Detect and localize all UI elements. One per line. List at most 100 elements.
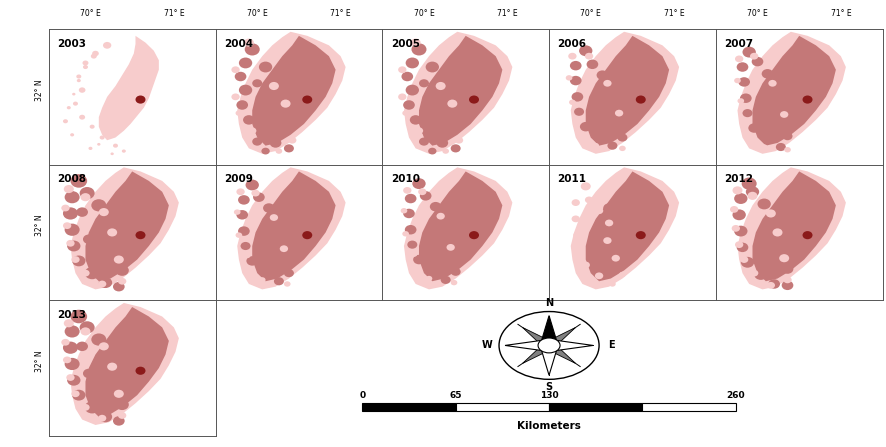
Text: 71° E: 71° E — [496, 9, 517, 18]
Circle shape — [91, 333, 106, 346]
Circle shape — [79, 115, 85, 120]
Circle shape — [732, 186, 742, 194]
Circle shape — [236, 232, 242, 238]
Circle shape — [63, 342, 78, 354]
Circle shape — [602, 237, 611, 244]
Polygon shape — [585, 171, 668, 281]
Circle shape — [279, 85, 291, 95]
Circle shape — [573, 108, 583, 116]
Circle shape — [136, 96, 145, 104]
Circle shape — [602, 80, 611, 87]
Circle shape — [417, 188, 426, 195]
Circle shape — [72, 390, 85, 401]
Circle shape — [568, 53, 576, 59]
Circle shape — [97, 415, 106, 422]
Circle shape — [618, 146, 625, 151]
Circle shape — [82, 270, 89, 277]
Text: 2011: 2011 — [556, 174, 586, 184]
Circle shape — [231, 66, 239, 73]
Circle shape — [236, 188, 245, 195]
Circle shape — [767, 80, 776, 87]
Circle shape — [604, 219, 612, 226]
Circle shape — [571, 92, 583, 101]
Circle shape — [84, 401, 99, 413]
Circle shape — [65, 191, 80, 203]
Circle shape — [771, 81, 782, 91]
Circle shape — [235, 72, 246, 81]
Circle shape — [607, 142, 617, 150]
Circle shape — [593, 133, 604, 142]
Polygon shape — [540, 346, 557, 375]
Circle shape — [63, 207, 78, 219]
Circle shape — [761, 69, 773, 79]
Circle shape — [65, 224, 80, 236]
Polygon shape — [504, 339, 548, 351]
Circle shape — [402, 187, 411, 194]
Circle shape — [740, 257, 753, 268]
Circle shape — [63, 222, 71, 229]
Circle shape — [76, 207, 88, 217]
Circle shape — [240, 242, 250, 250]
Text: 70° E: 70° E — [579, 9, 601, 18]
Circle shape — [426, 266, 438, 275]
Text: 65: 65 — [449, 391, 462, 400]
Polygon shape — [585, 36, 668, 146]
Circle shape — [82, 60, 89, 65]
Circle shape — [739, 256, 748, 263]
Text: 2012: 2012 — [723, 174, 752, 184]
Polygon shape — [570, 32, 679, 154]
Circle shape — [284, 281, 291, 287]
Circle shape — [80, 187, 95, 199]
Circle shape — [750, 270, 758, 277]
Circle shape — [772, 228, 781, 236]
Circle shape — [72, 93, 75, 96]
Circle shape — [259, 62, 272, 72]
Circle shape — [76, 342, 88, 351]
Circle shape — [428, 148, 436, 155]
Circle shape — [757, 198, 770, 209]
Circle shape — [432, 119, 445, 129]
Circle shape — [404, 225, 416, 235]
Circle shape — [72, 256, 85, 266]
Circle shape — [244, 253, 250, 258]
Circle shape — [107, 228, 117, 236]
Circle shape — [273, 217, 284, 226]
Circle shape — [734, 226, 747, 236]
Circle shape — [97, 281, 106, 287]
Polygon shape — [418, 171, 501, 281]
Circle shape — [538, 338, 559, 353]
Circle shape — [66, 374, 74, 381]
Circle shape — [732, 209, 745, 220]
Circle shape — [761, 134, 773, 143]
Circle shape — [765, 209, 775, 218]
Circle shape — [469, 231, 478, 239]
Circle shape — [98, 208, 109, 216]
Circle shape — [63, 357, 71, 363]
Circle shape — [435, 82, 445, 90]
Circle shape — [266, 119, 278, 129]
Circle shape — [89, 125, 95, 129]
Circle shape — [269, 138, 281, 148]
Circle shape — [584, 197, 593, 203]
Circle shape — [98, 342, 109, 350]
Text: 2009: 2009 — [223, 174, 253, 184]
Circle shape — [778, 254, 789, 262]
Circle shape — [252, 79, 262, 87]
Circle shape — [425, 276, 431, 281]
Circle shape — [115, 399, 128, 410]
Polygon shape — [751, 36, 835, 146]
Circle shape — [71, 256, 80, 263]
Polygon shape — [98, 36, 159, 140]
Circle shape — [264, 100, 274, 108]
Circle shape — [405, 84, 418, 96]
Circle shape — [113, 256, 124, 264]
Circle shape — [569, 100, 575, 105]
Circle shape — [802, 231, 812, 239]
Circle shape — [99, 135, 105, 139]
Circle shape — [745, 186, 758, 197]
Circle shape — [269, 233, 281, 243]
Circle shape — [402, 110, 408, 116]
Circle shape — [93, 248, 105, 257]
Text: N: N — [544, 299, 553, 308]
Circle shape — [617, 134, 626, 142]
